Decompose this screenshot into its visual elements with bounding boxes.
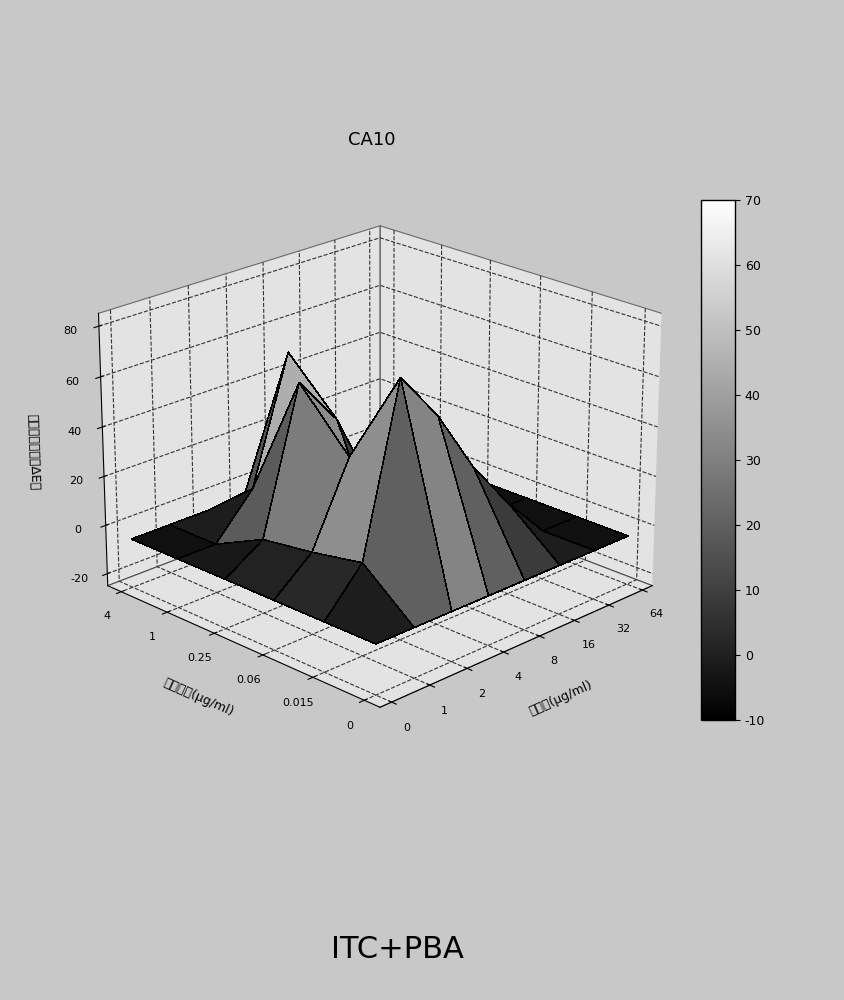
Text: ITC+PBA: ITC+PBA — [330, 936, 463, 964]
Title: CA10: CA10 — [348, 131, 395, 149]
Y-axis label: 伊曲康唠(μg/ml): 伊曲康唠(μg/ml) — [161, 676, 235, 719]
X-axis label: 苯丁酸(μg/ml): 苯丁酸(μg/ml) — [527, 678, 594, 718]
